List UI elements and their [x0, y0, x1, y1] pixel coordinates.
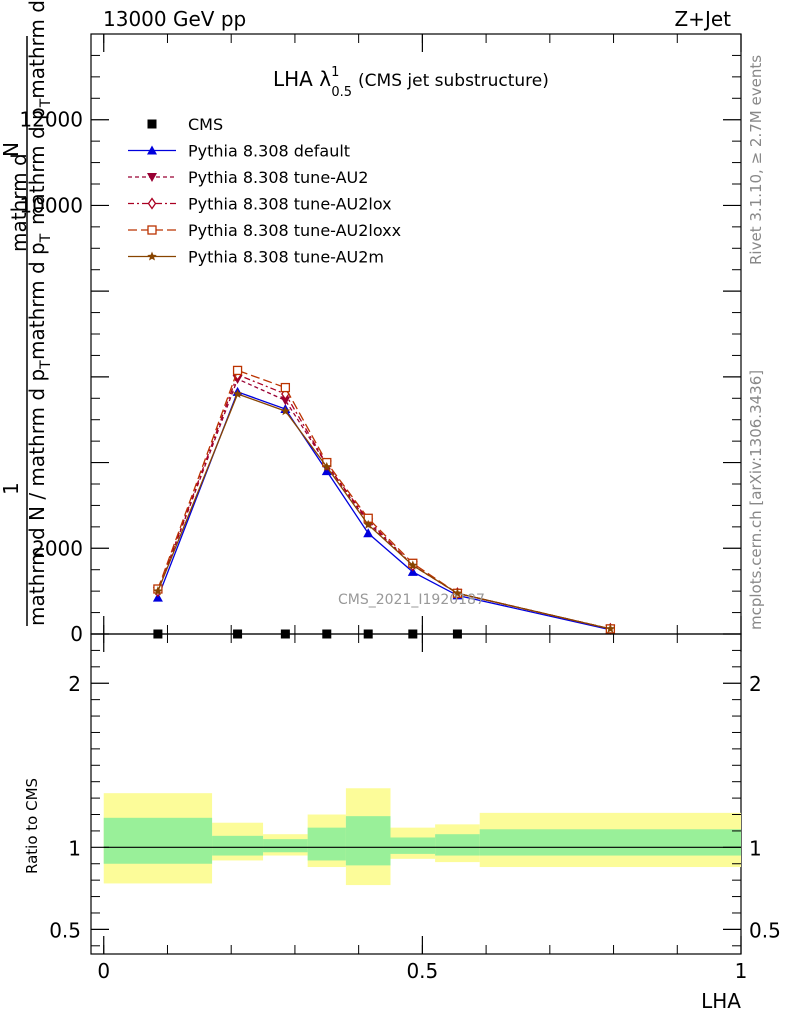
ratio-band-inner	[479, 829, 741, 856]
plot-title: LHA λ1 0.5(CMS jet substructure)	[273, 65, 549, 100]
series-line-pythia-8-308-tune-au2lox	[157, 373, 611, 630]
legend-marker-pythia-8-308-tune-au2loxx	[147, 225, 157, 235]
main-series	[152, 365, 616, 639]
legend-label-pythia-8-308-tune-au2lox: Pythia 8.308 tune-AU2lox	[188, 195, 392, 214]
legend: CMS Pythia 8.308 default Pythia 8.308 tune…	[128, 115, 401, 267]
ratio-y-tick-label: 2	[68, 672, 81, 696]
y-title-denom-3: mathrm d pTmathrm d \lambda	[25, 0, 54, 225]
legend-marker-pythia-8-308-tune-au2lox	[147, 197, 157, 210]
ratio-band-inner	[307, 827, 346, 861]
ratio-band-inner	[435, 834, 480, 856]
legend-marker-cms	[147, 119, 157, 129]
ratio-y-tick-label-right: 2	[749, 672, 762, 696]
legend-marker-pythia-8-308-default	[147, 145, 157, 155]
data-point-pythia-8-308-tune-au2m	[605, 623, 616, 633]
legend-label-pythia-8-308-tune-au2loxx: Pythia 8.308 tune-AU2loxx	[188, 221, 401, 240]
legend-marker-pythia-8-308-tune-au2m	[147, 251, 157, 261]
ratio-band-inner	[345, 816, 391, 866]
data-point-pythia-8-308-tune-au2m	[408, 560, 418, 570]
legend-marker-pythia-8-308-tune-au2	[147, 173, 157, 182]
legend-label-pythia-8-308-tune-au2: Pythia 8.308 tune-AU2	[188, 168, 368, 187]
x-axis-title: LHA	[701, 989, 741, 1013]
ratio-x-tick-label: 0	[97, 959, 110, 983]
ratio-band-inner	[103, 817, 213, 864]
ratio-band-inner	[212, 835, 264, 856]
y-title-denom-2: mathrm d pT	[25, 233, 54, 360]
ratio-bands	[103, 788, 741, 886]
main-y-tick-label: 2000	[32, 536, 83, 560]
main-y-tick-label: 0	[70, 622, 83, 646]
y-title-num-b: N	[0, 142, 23, 157]
ratio-y-title: Ratio to CMS	[23, 778, 41, 874]
series-line-pythia-8-308-tune-au2loxx	[157, 369, 611, 630]
ratio-band-inner	[390, 837, 436, 854]
ratio-y-tick-label-right: 1	[749, 836, 762, 860]
ratio-band-inner	[263, 839, 308, 853]
data-point-pythia-8-308-tune-au2	[280, 396, 291, 406]
legend-label-pythia-8-308-default: Pythia 8.308 default	[188, 142, 350, 161]
analysis-watermark: CMS_2021_I1920187	[338, 592, 485, 608]
ratio-axes: 0.5 0.51 12 20 0.5 1	[49, 634, 781, 983]
y-title-one: 1	[0, 482, 23, 495]
ratio-y-tick-label-right: 0.5	[749, 918, 781, 942]
ratio-y-tick-label: 0.5	[49, 918, 81, 942]
data-point-pythia-8-308-tune-au2m	[280, 406, 291, 416]
data-point-pythia-8-308-tune-au2loxx	[232, 365, 243, 376]
header-right: Z+Jet	[674, 7, 731, 31]
main-y-axis-title: 1 mathrm d N mathrm d N / mathrm d pT ma…	[0, 0, 54, 626]
data-point-pythia-8-308-tune-au2m	[322, 461, 332, 471]
data-point-pythia-8-308-tune-au2loxx	[280, 382, 291, 393]
rivet-label: Rivet 3.1.10, ≥ 2.7M events	[747, 55, 765, 265]
data-point-pythia-8-308-tune-au2m	[232, 389, 243, 399]
main-y-tick-label: 10000	[19, 193, 83, 217]
header-left: 13000 GeV pp	[103, 7, 246, 31]
ratio-x-tick-label: 1	[735, 959, 748, 983]
ratio-x-tick-label: 0.5	[406, 959, 438, 983]
series-line-pythia-8-308-tune-au2m	[157, 393, 611, 630]
data-point-pythia-8-308-default	[363, 528, 374, 538]
main-axes: 0 2000 10000 12000	[19, 34, 742, 646]
main-y-tick-label: 12000	[19, 108, 83, 132]
legend-label-cms: CMS	[188, 115, 223, 134]
ratio-plot-frame	[90, 633, 742, 955]
series-line-pythia-8-308-default	[157, 391, 611, 631]
ratio-y-tick-label: 1	[68, 836, 81, 860]
data-point-pythia-8-308-tune-au2m	[153, 586, 163, 596]
data-point-pythia-8-308-tune-au2m	[363, 519, 373, 529]
mcplots-label: mcplots.cern.ch [arXiv:1306.3436]	[747, 370, 765, 630]
data-point-pythia-8-308-tune-au2m	[452, 588, 463, 598]
y-title-denom-1: mathrm d N / mathrm d pT	[25, 360, 54, 626]
legend-label-pythia-8-308-tune-au2m: Pythia 8.308 tune-AU2m	[188, 248, 384, 267]
